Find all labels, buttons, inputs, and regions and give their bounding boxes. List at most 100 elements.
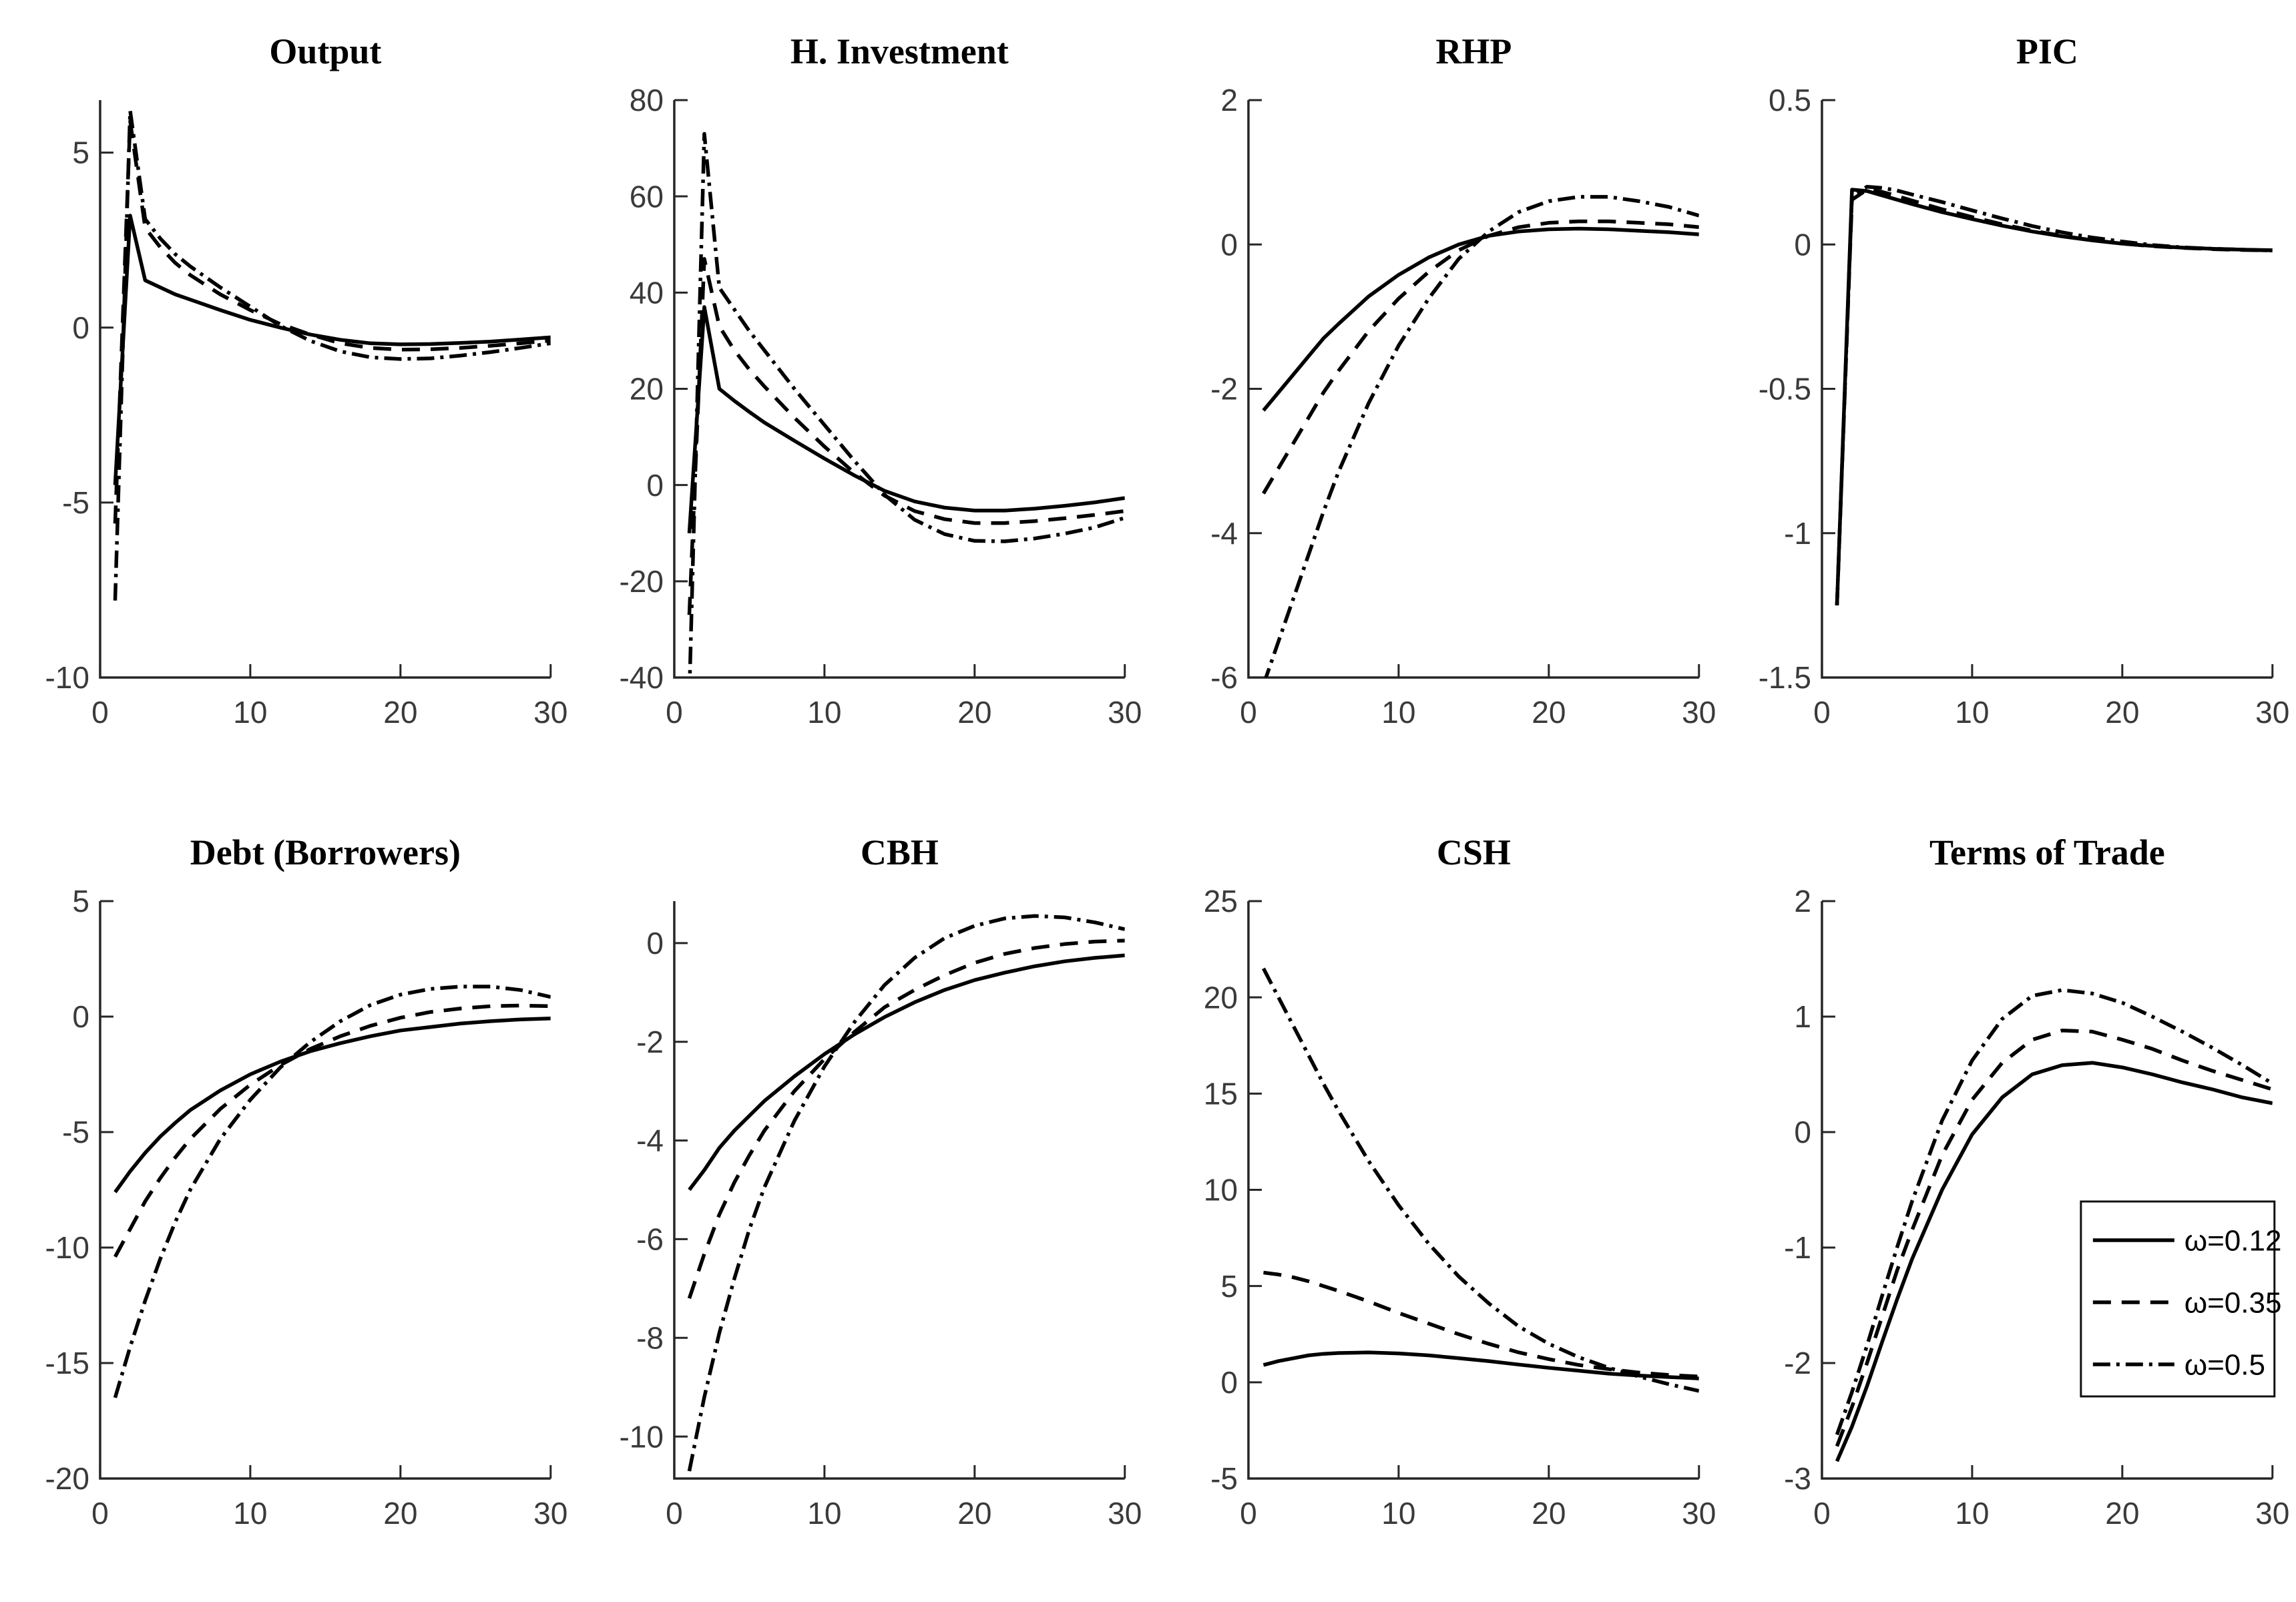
x-tick-label: 20 [1532,1496,1566,1531]
series-line-solid [688,953,1125,1191]
chart-title-debt-borrowers: Debt (Borrowers) [190,832,461,872]
panel-pic: PIC 0.5 0 -0.5 -1 -1.5 0 10 20 30 [1722,0,2296,801]
y-tick-label: -2 [1210,372,1238,407]
x-tick-label: 20 [957,695,991,730]
y-tick-label: 0 [646,926,664,961]
series-line-dashdot [113,985,551,1398]
series-line-solid [1835,1061,2273,1462]
x-tick-label: 0 [1813,695,1831,730]
series-line-dashdot [113,108,551,601]
x-tick-label: 20 [957,1496,991,1531]
y-tick-label: 40 [630,275,664,310]
series-line-dashed [113,119,551,524]
y-tick-label: -6 [636,1222,664,1257]
series-line-dashed [113,1003,551,1258]
series-line-dashdot [687,914,1125,1472]
y-tick-label: 0 [1795,227,1812,262]
panel-cbh: CBH 0 -2 -4 -6 -8 -10 0 10 20 30 [574,801,1148,1602]
y-tick-label: -10 [619,1419,663,1454]
series-line-dashed [1835,1029,2273,1447]
y-tick-label: -1.5 [1759,660,1811,695]
series-line-solid [1261,226,1699,412]
x-tick-label: 30 [1108,695,1142,730]
x-tick-label: 0 [666,695,683,730]
series-line-dashdot [688,131,1125,678]
series-line-solid [1262,1350,1699,1380]
y-tick-label: -15 [45,1346,89,1380]
series-line-dashed [1262,1270,1699,1378]
y-tick-label: 5 [72,136,89,170]
y-tick-label: 2 [1220,83,1238,117]
series-line-solid [113,1017,551,1193]
y-tick-label: -2 [1784,1346,1811,1380]
y-tick-label: -0.5 [1759,372,1811,407]
y-tick-label: -40 [619,660,663,695]
x-tick-label: 30 [2255,695,2289,730]
chart-title-csh: CSH [1436,832,1510,872]
y-tick-label: -1 [1784,1230,1811,1265]
x-tick-label: 30 [533,695,567,730]
series-line-dashdot [1835,185,2273,606]
x-tick-label: 0 [1813,1496,1831,1531]
y-tick-label: 0 [646,468,664,503]
y-tick-label: -10 [45,660,89,695]
x-tick-label: 0 [91,1496,109,1531]
x-tick-label: 0 [1240,1496,1257,1531]
legend-box [2080,1200,2276,1398]
y-tick-label: -5 [1210,1461,1238,1496]
y-tick-label: 0 [1220,1365,1238,1400]
y-tick-label: -5 [62,485,89,520]
debt-borrowers-chart-svg: Debt (Borrowers)50-5-10-15-200 10 20 30 [45,832,568,1531]
x-tick-label: 20 [2106,695,2140,730]
x-tick-label: 20 [383,1496,417,1531]
y-tick-label: 15 [1203,1076,1237,1111]
chart-title-pic: PIC [2016,31,2078,71]
panel-output: Output 5 0 -5 -10 0 10 20 30 [0,0,574,801]
x-tick-label: 30 [2255,1496,2289,1531]
x-tick-label: 10 [1381,695,1415,730]
x-tick-label: 10 [1956,695,1990,730]
x-tick-label: 0 [91,695,109,730]
y-tick-label: -10 [45,1230,89,1265]
x-tick-label: 10 [233,1496,267,1531]
panel-terms-of-trade: Terms of Trade 2 1 0 -1 -2 -3 0 10 20 30 ω=0.12 ω=0.… [1722,801,2296,1602]
x-tick-label: 0 [666,1496,683,1531]
chart-title-cbh: CBH [861,832,939,872]
x-tick-label: 10 [233,695,267,730]
x-tick-label: 30 [1108,1496,1142,1531]
series-line-solid [1835,188,2273,605]
y-tick-label: 20 [630,372,664,407]
panel-debt-borrowers: Debt (Borrowers) 5 0 -5 -10 -15 -20 0 10 20 30 [0,801,574,1602]
panel-csh: CSH 25 20 15 10 5 0 -5 0 10 20 30 [1148,801,1723,1602]
y-tick-label: -1 [1784,516,1811,551]
x-tick-label: 20 [2106,1496,2140,1531]
y-tick-label: -6 [1210,660,1238,695]
x-tick-label: 20 [383,695,417,730]
chart-title-rhp: RHP [1435,31,1512,71]
y-tick-label: 0 [72,310,89,345]
y-tick-label: 80 [630,83,664,117]
series-line-dashdot [1263,195,1699,678]
y-tick-label: 2 [1795,884,1812,918]
y-tick-label: -20 [619,564,663,599]
y-tick-label: -8 [636,1320,664,1355]
y-tick-label: -3 [1784,1461,1811,1496]
cbh-chart-svg: CBH 0 -2 -4 -6 -8 -10 0 10 20 30 [619,832,1142,1531]
x-tick-label: 10 [1956,1496,1990,1531]
y-tick-label: -2 [636,1025,664,1059]
y-tick-label: -4 [1210,516,1238,551]
y-tick-label: -4 [636,1123,664,1158]
y-tick-label: 10 [1203,1173,1237,1208]
y-tick-label: 1 [1795,999,1812,1034]
y-tick-label: 0 [1795,1115,1812,1149]
series-line-dashdot [1835,988,2273,1436]
series-line-dashdot [1261,967,1699,1393]
y-tick-label: 0.5 [1769,83,1811,117]
x-tick-label: 10 [807,1496,841,1531]
